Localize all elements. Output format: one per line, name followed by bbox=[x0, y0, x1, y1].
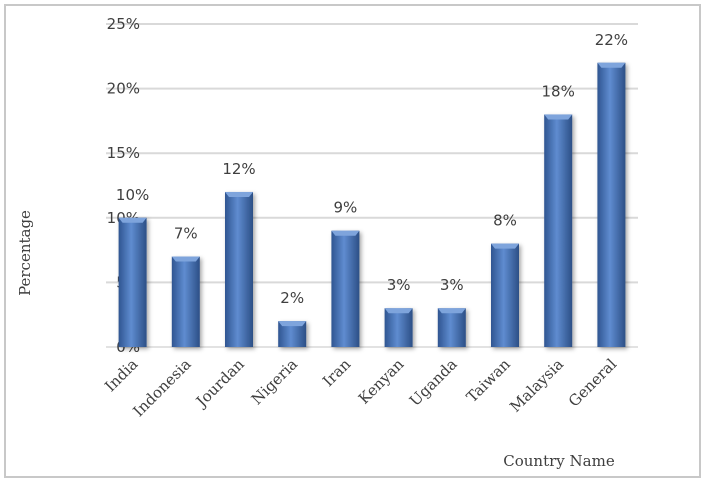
bar bbox=[384, 308, 413, 347]
x-tick-label: Jourdan bbox=[191, 355, 248, 412]
data-labels: 10% 7% 12% 2% 9% 3% 3% 8% 18% 22% bbox=[116, 31, 628, 307]
bar bbox=[544, 114, 573, 347]
x-tick-label: Nigeria bbox=[248, 355, 301, 408]
data-label: 3% bbox=[387, 276, 411, 294]
data-label: 9% bbox=[334, 199, 358, 217]
data-label: 2% bbox=[280, 289, 304, 307]
bars bbox=[118, 62, 626, 347]
x-tick-label: General bbox=[565, 355, 621, 411]
bar bbox=[597, 62, 626, 347]
data-label: 22% bbox=[595, 31, 628, 49]
x-tick-label: Indonesia bbox=[129, 355, 194, 420]
x-tick-label: Malaysia bbox=[506, 355, 567, 416]
data-label: 7% bbox=[174, 225, 198, 243]
bar bbox=[437, 308, 466, 347]
x-tick-label: Taiwan bbox=[463, 355, 514, 406]
y-tick-label: 20% bbox=[107, 80, 140, 98]
x-tick-label: Iran bbox=[319, 355, 354, 390]
bar bbox=[331, 230, 360, 347]
data-label: 10% bbox=[116, 186, 149, 204]
data-label: 18% bbox=[542, 82, 575, 100]
y-axis-title: Percentage bbox=[16, 210, 34, 296]
x-tick-label: India bbox=[101, 355, 141, 395]
bar bbox=[118, 217, 147, 347]
bar bbox=[171, 256, 200, 347]
x-tick-label: Uganda bbox=[406, 355, 461, 410]
bar bbox=[278, 321, 307, 347]
data-label: 8% bbox=[493, 212, 517, 230]
y-tick-label: 15% bbox=[107, 144, 140, 162]
data-label: 3% bbox=[440, 276, 464, 294]
data-label: 12% bbox=[222, 160, 255, 178]
bar bbox=[225, 191, 253, 347]
x-tick-label: Kenyan bbox=[355, 355, 408, 408]
y-tick-label: 25% bbox=[107, 15, 140, 33]
bar bbox=[491, 243, 519, 347]
x-axis-title: Country Name bbox=[503, 452, 615, 470]
